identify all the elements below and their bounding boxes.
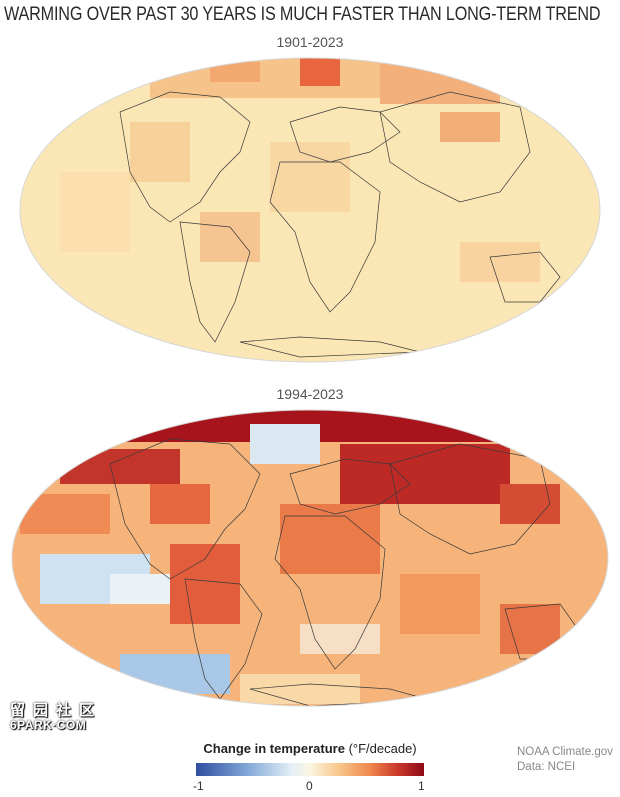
legend-max-label: 1 — [418, 779, 425, 793]
legend-color-scale — [196, 763, 424, 776]
temperature-patches — [60, 58, 540, 282]
credit-data: Data: NCEI — [517, 761, 576, 773]
continent-outlines — [119, 91, 561, 358]
map-border — [11, 409, 609, 707]
map-period-label-1994-2023: 1994-2023 — [276, 386, 344, 402]
headline: WARMING OVER PAST 30 YEARS IS MUCH FASTE… — [4, 3, 601, 25]
legend-title-text: Change in temperature — [203, 741, 345, 756]
watermark-logo: 留园社区 6PARK·COM — [0, 699, 104, 735]
world-map-1994-2023 — [11, 409, 609, 707]
legend-title: Change in temperature (°F/decade) — [190, 741, 430, 756]
world-map-1901-2023 — [19, 57, 601, 363]
map-period-label-1901-2023: 1901-2023 — [276, 34, 344, 50]
continent-outlines — [109, 438, 581, 706]
legend-unit: (°F/decade) — [344, 741, 417, 756]
map-border — [19, 57, 601, 363]
watermark-line2: 6PARK·COM — [10, 718, 87, 732]
watermark-line1: 留园社区 — [10, 702, 103, 719]
legend-mid-label: 0 — [306, 779, 313, 793]
legend-min-label: -1 — [193, 779, 204, 793]
credit-source: NOAA Climate.gov — [517, 746, 613, 758]
